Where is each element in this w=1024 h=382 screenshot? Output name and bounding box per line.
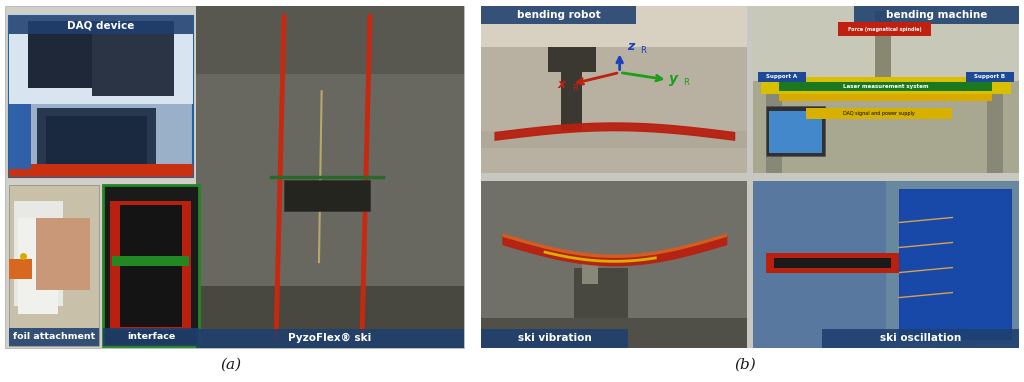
FancyBboxPatch shape <box>37 108 156 168</box>
FancyBboxPatch shape <box>779 83 992 91</box>
Text: Force (magnetical spindle): Force (magnetical spindle) <box>848 27 922 32</box>
FancyBboxPatch shape <box>583 259 598 284</box>
FancyBboxPatch shape <box>753 181 886 348</box>
Text: bending robot: bending robot <box>516 10 600 20</box>
FancyBboxPatch shape <box>561 47 583 131</box>
FancyBboxPatch shape <box>9 16 193 34</box>
FancyBboxPatch shape <box>111 201 191 330</box>
FancyBboxPatch shape <box>766 81 782 173</box>
FancyBboxPatch shape <box>774 257 891 267</box>
FancyBboxPatch shape <box>481 131 748 147</box>
FancyBboxPatch shape <box>92 21 174 96</box>
FancyBboxPatch shape <box>9 259 32 278</box>
Text: foil attachment: foil attachment <box>13 332 95 342</box>
FancyBboxPatch shape <box>102 328 199 346</box>
Text: (a): (a) <box>220 358 241 372</box>
Text: interface: interface <box>127 332 175 342</box>
FancyBboxPatch shape <box>753 6 1019 173</box>
FancyBboxPatch shape <box>481 329 628 348</box>
Text: (b): (b) <box>734 358 757 372</box>
FancyBboxPatch shape <box>876 11 891 78</box>
FancyBboxPatch shape <box>854 6 1019 24</box>
FancyBboxPatch shape <box>899 189 1011 339</box>
Text: R: R <box>571 84 578 93</box>
FancyBboxPatch shape <box>987 81 1002 173</box>
FancyBboxPatch shape <box>102 185 199 346</box>
FancyBboxPatch shape <box>574 267 628 317</box>
FancyBboxPatch shape <box>806 108 952 119</box>
Text: R: R <box>640 46 646 55</box>
FancyBboxPatch shape <box>481 6 748 173</box>
FancyBboxPatch shape <box>196 6 464 74</box>
FancyBboxPatch shape <box>481 181 748 348</box>
Text: R: R <box>683 78 688 87</box>
FancyBboxPatch shape <box>9 104 32 168</box>
FancyBboxPatch shape <box>46 116 146 164</box>
FancyBboxPatch shape <box>196 329 464 348</box>
FancyBboxPatch shape <box>822 329 1019 348</box>
FancyBboxPatch shape <box>779 94 992 101</box>
Text: bending machine: bending machine <box>886 10 987 20</box>
FancyBboxPatch shape <box>753 6 1019 81</box>
FancyBboxPatch shape <box>481 6 748 47</box>
Text: ski oscillation: ski oscillation <box>880 333 962 343</box>
FancyBboxPatch shape <box>9 185 98 346</box>
FancyBboxPatch shape <box>196 6 464 348</box>
FancyBboxPatch shape <box>113 256 189 266</box>
Text: x: x <box>558 78 566 91</box>
FancyBboxPatch shape <box>196 286 464 348</box>
FancyBboxPatch shape <box>758 72 806 83</box>
FancyBboxPatch shape <box>9 164 193 176</box>
FancyBboxPatch shape <box>753 181 1019 348</box>
FancyBboxPatch shape <box>548 47 596 73</box>
FancyBboxPatch shape <box>966 72 1014 83</box>
Text: DAQ signal and power supply: DAQ signal and power supply <box>844 111 915 116</box>
FancyBboxPatch shape <box>18 217 58 314</box>
Text: z: z <box>627 40 634 53</box>
FancyBboxPatch shape <box>9 328 98 346</box>
FancyBboxPatch shape <box>481 317 748 348</box>
FancyBboxPatch shape <box>481 6 1019 348</box>
Text: Support A: Support A <box>767 74 798 79</box>
FancyBboxPatch shape <box>481 6 636 24</box>
Text: Support B: Support B <box>974 74 1006 79</box>
FancyBboxPatch shape <box>769 111 822 152</box>
FancyBboxPatch shape <box>766 106 824 156</box>
FancyBboxPatch shape <box>13 201 62 306</box>
FancyBboxPatch shape <box>284 180 370 211</box>
FancyBboxPatch shape <box>36 217 90 290</box>
Text: Laser measurement system: Laser measurement system <box>843 84 929 89</box>
FancyBboxPatch shape <box>766 253 899 272</box>
Text: ski vibration: ski vibration <box>517 333 591 343</box>
FancyBboxPatch shape <box>9 16 193 176</box>
Text: y: y <box>670 71 678 86</box>
FancyBboxPatch shape <box>9 16 193 104</box>
FancyBboxPatch shape <box>120 205 182 327</box>
FancyBboxPatch shape <box>28 21 92 88</box>
FancyBboxPatch shape <box>196 74 464 286</box>
FancyBboxPatch shape <box>838 23 931 36</box>
FancyBboxPatch shape <box>761 78 1011 94</box>
Text: PyzoFlex® ski: PyzoFlex® ski <box>288 333 372 343</box>
Text: DAQ device: DAQ device <box>68 20 134 30</box>
FancyBboxPatch shape <box>5 6 464 348</box>
